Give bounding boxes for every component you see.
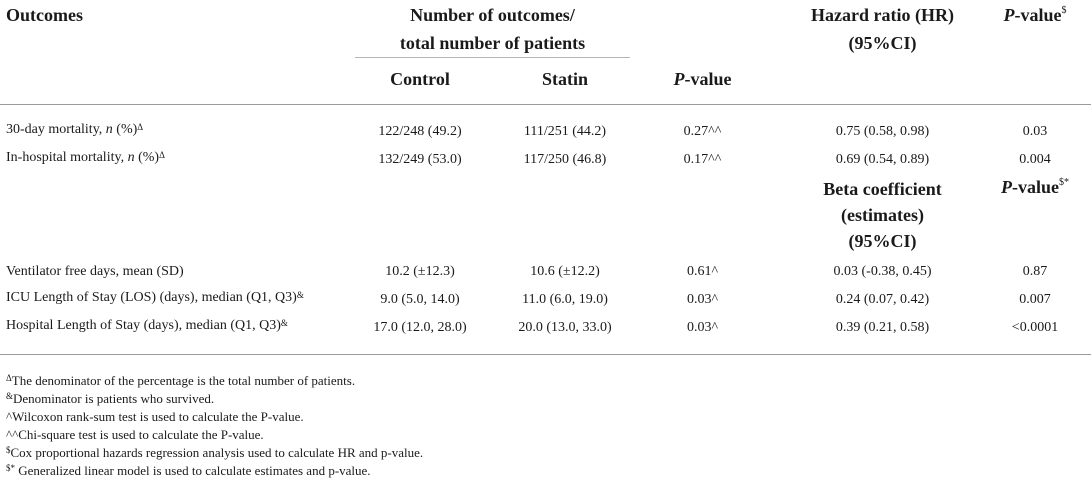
row-label-ventilator-free-days: Ventilator free days, mean (SD) [6, 264, 184, 279]
header-number-of-outcomes: Number of outcomes/ total number of pati… [355, 4, 630, 54]
footnote: $Cox proportional hazards regression ana… [6, 445, 424, 460]
header-p2-letter: P [1003, 5, 1015, 25]
header-p2-rest: -value [1014, 5, 1062, 25]
cell-control: 10.2 (±12.3) [385, 264, 455, 279]
header-hr-line1: Hazard ratio (HR) [811, 5, 954, 25]
header-hr-line2: (95%CI) [848, 33, 917, 53]
header-beta-line1: Beta coefficient [823, 179, 942, 199]
header-p-value: P-value [640, 68, 765, 90]
header-p2-sup: $ [1061, 5, 1067, 16]
header-hazard-ratio: Hazard ratio (HR) (95%CI) [775, 4, 990, 54]
header-control: Control [390, 69, 450, 89]
header-beta-line3: (95%CI) [848, 231, 917, 251]
cell-p-value-2: 0.007 [1019, 292, 1051, 307]
header-bottom-rule [0, 104, 1091, 105]
cell-p-value: 0.27^^ [683, 124, 722, 139]
cell-control: 17.0 (12.0, 28.0) [373, 320, 467, 335]
cell-statin: 117/250 (46.8) [523, 152, 607, 167]
cell-statin: 111/251 (44.2) [523, 124, 607, 139]
cell-p-value-2: 0.87 [1022, 264, 1048, 279]
footnotes: ΔThe denominator of the percentage is th… [6, 372, 423, 480]
header-beta-coefficient: Beta coefficient (estimates) (95%CI) [775, 176, 990, 254]
cell-p-value-2: 0.03 [1022, 124, 1048, 139]
footnote: ΔThe denominator of the percentage is th… [6, 373, 356, 388]
header-statin: Statin [541, 69, 588, 89]
footnote: ^^Chi-square test is used to calculate t… [6, 427, 264, 442]
cell-p-value-2: <0.0001 [1011, 320, 1059, 335]
footnote: &Denominator is patients who survived. [6, 391, 215, 406]
table-bottom-rule [0, 354, 1091, 355]
footnote: $* Generalized linear model is used to c… [6, 463, 371, 478]
cell-p-value: 0.17^^ [683, 152, 722, 167]
header-group-rule [355, 57, 630, 58]
header-p3-rest: -value [1012, 177, 1059, 197]
row-label-in-hospital-mortality: In-hospital mortality, n (%)Δ [6, 150, 165, 165]
cell-estimate: 0.75 (0.58, 0.98) [835, 124, 930, 139]
header-p-letter: P [673, 69, 685, 89]
cell-estimate: 0.39 (0.21, 0.58) [835, 320, 930, 335]
header-p3-letter: P [1001, 177, 1012, 197]
cell-control: 132/249 (53.0) [378, 152, 462, 167]
row-label-30-day-mortality: 30-day mortality, n (%)Δ [6, 122, 144, 137]
cell-estimate: 0.69 (0.54, 0.89) [835, 152, 930, 167]
header-p-value-beta: P-value$* [985, 176, 1085, 198]
cell-statin: 11.0 (6.0, 19.0) [522, 292, 608, 307]
header-beta-line2: (estimates) [841, 205, 924, 225]
header-p-value-hr: P-value$ [985, 4, 1085, 26]
header-p3-sup: $* [1059, 177, 1069, 188]
cell-p-value: 0.03^ [686, 292, 719, 307]
cell-p-value: 0.61^ [686, 264, 719, 279]
header-number-line1: Number of outcomes/ [410, 5, 575, 25]
cell-p-value-2: 0.004 [1019, 152, 1051, 167]
cell-statin: 20.0 (13.0, 33.0) [518, 320, 612, 335]
cell-control: 9.0 (5.0, 14.0) [380, 292, 460, 307]
cell-estimate: 0.03 (-0.38, 0.45) [833, 264, 932, 279]
cell-estimate: 0.24 (0.07, 0.42) [835, 292, 930, 307]
row-label-hospital-length-of-stay: Hospital Length of Stay (days), median (… [6, 318, 288, 333]
cell-control: 122/248 (49.2) [378, 124, 462, 139]
cell-statin: 10.6 (±12.2) [530, 264, 600, 279]
row-label-icu-length-of-stay: ICU Length of Stay (LOS) (days), median … [6, 290, 304, 305]
footnote: ^Wilcoxon rank-sum test is used to calcu… [6, 409, 304, 424]
header-number-line2: total number of patients [399, 33, 586, 53]
header-p-rest: -value [684, 69, 732, 89]
header-outcomes: Outcomes [6, 5, 83, 25]
cell-p-value: 0.03^ [686, 320, 719, 335]
